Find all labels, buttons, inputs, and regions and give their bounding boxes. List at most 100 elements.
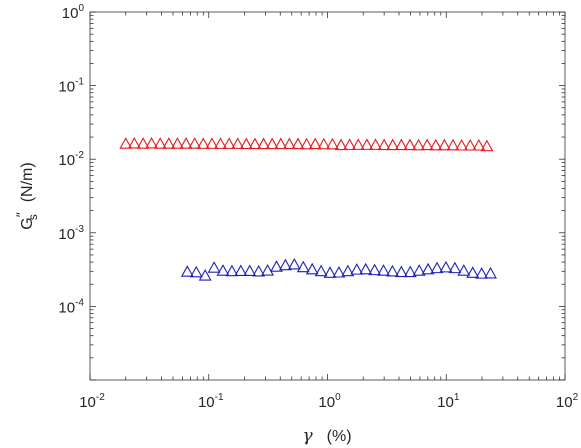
data-point [308,137,322,150]
data-point [274,137,288,150]
data-point [394,138,408,151]
data-point [394,265,408,278]
y-tick-label: 10-4 [58,297,84,316]
data-point [317,137,331,150]
data-point [403,265,417,278]
data-point [386,264,399,277]
data-point [257,137,270,150]
data-point [484,266,497,279]
data-point [296,260,310,273]
data-point [252,264,266,277]
x-tick-label: 102 [556,392,579,411]
data-point [136,137,150,149]
data-point [127,136,141,149]
data-point [261,264,275,276]
data-point [350,263,364,275]
data-point [343,138,357,150]
data-point [162,137,176,149]
x-axis-label-symbol: γ [302,426,313,446]
data-point [446,138,460,151]
data-point [239,137,253,150]
data-point [377,138,391,151]
y-tick-label: 10-1 [58,77,84,96]
x-axis-label: γ (%) [302,426,351,446]
data-point [472,138,486,151]
data-point [437,138,451,151]
data-point [480,139,494,152]
data-point [196,137,210,149]
data-point [300,137,314,150]
data-point [171,137,184,149]
data-point [180,265,194,277]
data-point [248,137,262,150]
x-tick-label: 100 [318,392,341,411]
data-point [216,264,230,276]
plot-area [90,12,565,380]
data-point [377,264,390,276]
y-tick-label: 10-2 [58,150,84,169]
data-point [369,138,382,150]
data-point [334,138,348,151]
tick-marks [89,11,566,381]
y-tick-label: 100 [62,3,85,22]
data-point [430,261,444,274]
data-point [314,264,328,277]
x-tick-labels: 10-2 10-1 100 101 102 [79,392,578,411]
data-point [412,264,426,276]
data-point [225,264,239,277]
data-point [188,137,202,149]
data-point [412,138,425,151]
data-point [189,265,203,278]
series-2 [180,257,497,281]
data-point [455,138,469,151]
data-point [198,268,212,281]
data-point [323,266,337,278]
y-axis-label-base: G [19,217,36,229]
data-point [359,262,373,275]
data-point [360,138,374,150]
data-point [386,138,400,151]
data-point [291,137,305,150]
x-tick-label: 10-1 [198,392,224,411]
y-axis-label: G″s (N/m) [13,162,40,229]
y-tick-labels: 100 10-1 10-2 10-3 10-4 [58,3,84,316]
data-point [243,264,257,277]
data-point [332,265,346,278]
data-point [282,137,296,150]
data-point [205,137,219,149]
x-tick-label: 10-2 [79,392,105,411]
data-point [466,266,480,278]
y-axis-label-prime: ″ [13,212,29,217]
data-point [463,138,477,151]
data-point [403,138,417,151]
data-point [421,262,435,275]
data-point [214,137,227,149]
data-point [145,136,159,149]
data-point [179,137,193,149]
data-point [231,137,245,149]
data-point [475,267,489,279]
data-point [119,137,133,149]
data-point [234,264,248,277]
data-point [153,137,167,149]
y-axis-label-unit: (N/m) [19,162,36,202]
y-axis-label-sub: s [26,214,40,220]
data-series [119,136,497,281]
data-point [457,264,471,276]
data-point [448,261,462,274]
data-point [429,138,443,151]
series-1 [119,136,494,152]
x-tick-label: 101 [437,392,460,411]
x-axis-label-unit: (%) [327,428,352,445]
data-point [305,262,319,275]
data-point [420,138,434,151]
data-point [287,257,301,270]
data-point [278,258,292,271]
data-point [326,137,339,150]
data-point [270,260,283,272]
data-point [222,137,236,149]
data-point [265,137,279,150]
data-point [351,138,365,150]
data-point [341,264,355,277]
